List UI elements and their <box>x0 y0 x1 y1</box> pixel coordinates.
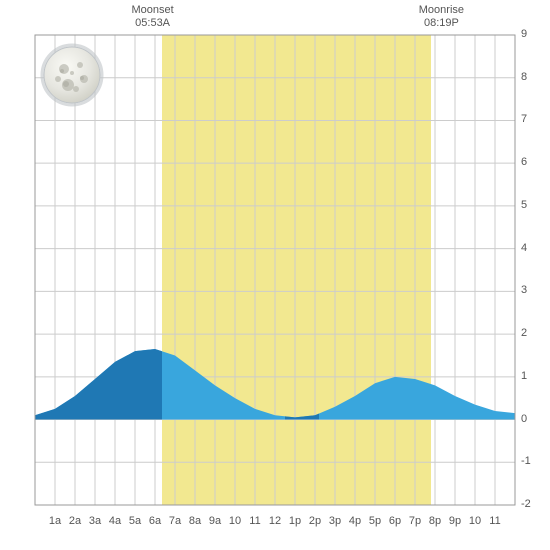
x-tick: 5p <box>369 515 381 527</box>
tide-chart: Moonset05:53AMoonrise08:19P-2-1012345678… <box>0 0 550 550</box>
x-tick: 4p <box>349 515 361 527</box>
y-tick: 0 <box>521 413 527 425</box>
x-tick: 8p <box>429 515 441 527</box>
y-tick: -2 <box>521 498 531 510</box>
y-tick: 9 <box>521 28 527 40</box>
x-tick: 8a <box>189 515 201 527</box>
x-tick: 2a <box>69 515 81 527</box>
moonset-time: 05:53A <box>113 17 193 30</box>
x-tick: 12 <box>269 515 281 527</box>
x-tick: 4a <box>109 515 121 527</box>
y-tick: 2 <box>521 327 527 339</box>
x-tick: 9p <box>449 515 461 527</box>
y-tick: 5 <box>521 199 527 211</box>
y-tick: 7 <box>521 113 527 125</box>
x-tick: 1a <box>49 515 61 527</box>
x-tick: 5a <box>129 515 141 527</box>
x-tick: 10 <box>469 515 481 527</box>
x-tick: 6a <box>149 515 161 527</box>
y-tick: 4 <box>521 242 527 254</box>
moonset-label: Moonset05:53A <box>113 4 193 30</box>
y-tick: 6 <box>521 156 527 168</box>
moonrise-label: Moonrise08:19P <box>401 4 481 30</box>
y-tick: -1 <box>521 455 531 467</box>
moonset-title: Moonset <box>113 4 193 17</box>
x-tick: 10 <box>229 515 241 527</box>
x-tick: 3a <box>89 515 101 527</box>
moonrise-time: 08:19P <box>401 17 481 30</box>
y-tick: 1 <box>521 370 527 382</box>
moonrise-title: Moonrise <box>401 4 481 17</box>
daylight-band <box>162 35 431 505</box>
x-tick: 11 <box>489 515 500 527</box>
x-tick: 3p <box>329 515 341 527</box>
x-tick: 11 <box>249 515 260 527</box>
x-tick: 2p <box>309 515 321 527</box>
x-tick: 9a <box>209 515 221 527</box>
x-tick: 6p <box>389 515 401 527</box>
x-tick: 7a <box>169 515 181 527</box>
x-tick: 7p <box>409 515 421 527</box>
y-tick: 8 <box>521 71 527 83</box>
y-tick: 3 <box>521 284 527 296</box>
x-tick: 1p <box>289 515 301 527</box>
